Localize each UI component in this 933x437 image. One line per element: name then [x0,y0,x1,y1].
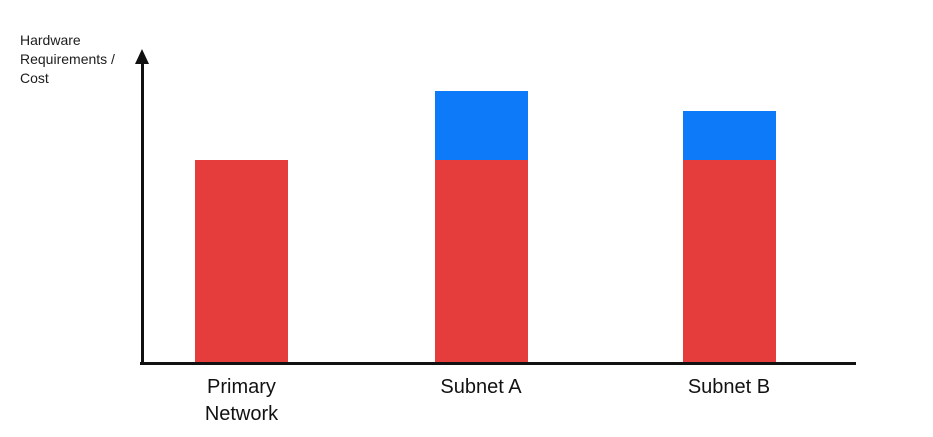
bar-subnet-b [682,111,776,363]
category-label-subnet-b: Subnet B [687,376,771,398]
y-axis-label: Hardware Requirements / Cost [20,31,115,88]
bar-segment-base-requirement [682,160,776,363]
y-axis-arrowhead-icon [135,49,149,64]
bar-segment-additional-requirement [682,111,776,160]
bar-subnet-a [434,90,528,363]
y-axis-label-line: Cost [20,70,49,86]
x-axis [140,362,856,365]
y-axis-label-line: Hardware [20,32,81,48]
category-label-primary-network: Primary Network [204,376,279,425]
category-label-subnet-a: Subnet A [440,376,522,398]
bar-segment-base-requirement [434,160,528,363]
bar-segment-additional-requirement [434,90,528,160]
bar-primary-network [195,160,288,363]
y-axis-label-line: Requirements / [20,51,115,67]
y-axis [141,58,144,365]
bar-segment-base-requirement [195,160,288,363]
